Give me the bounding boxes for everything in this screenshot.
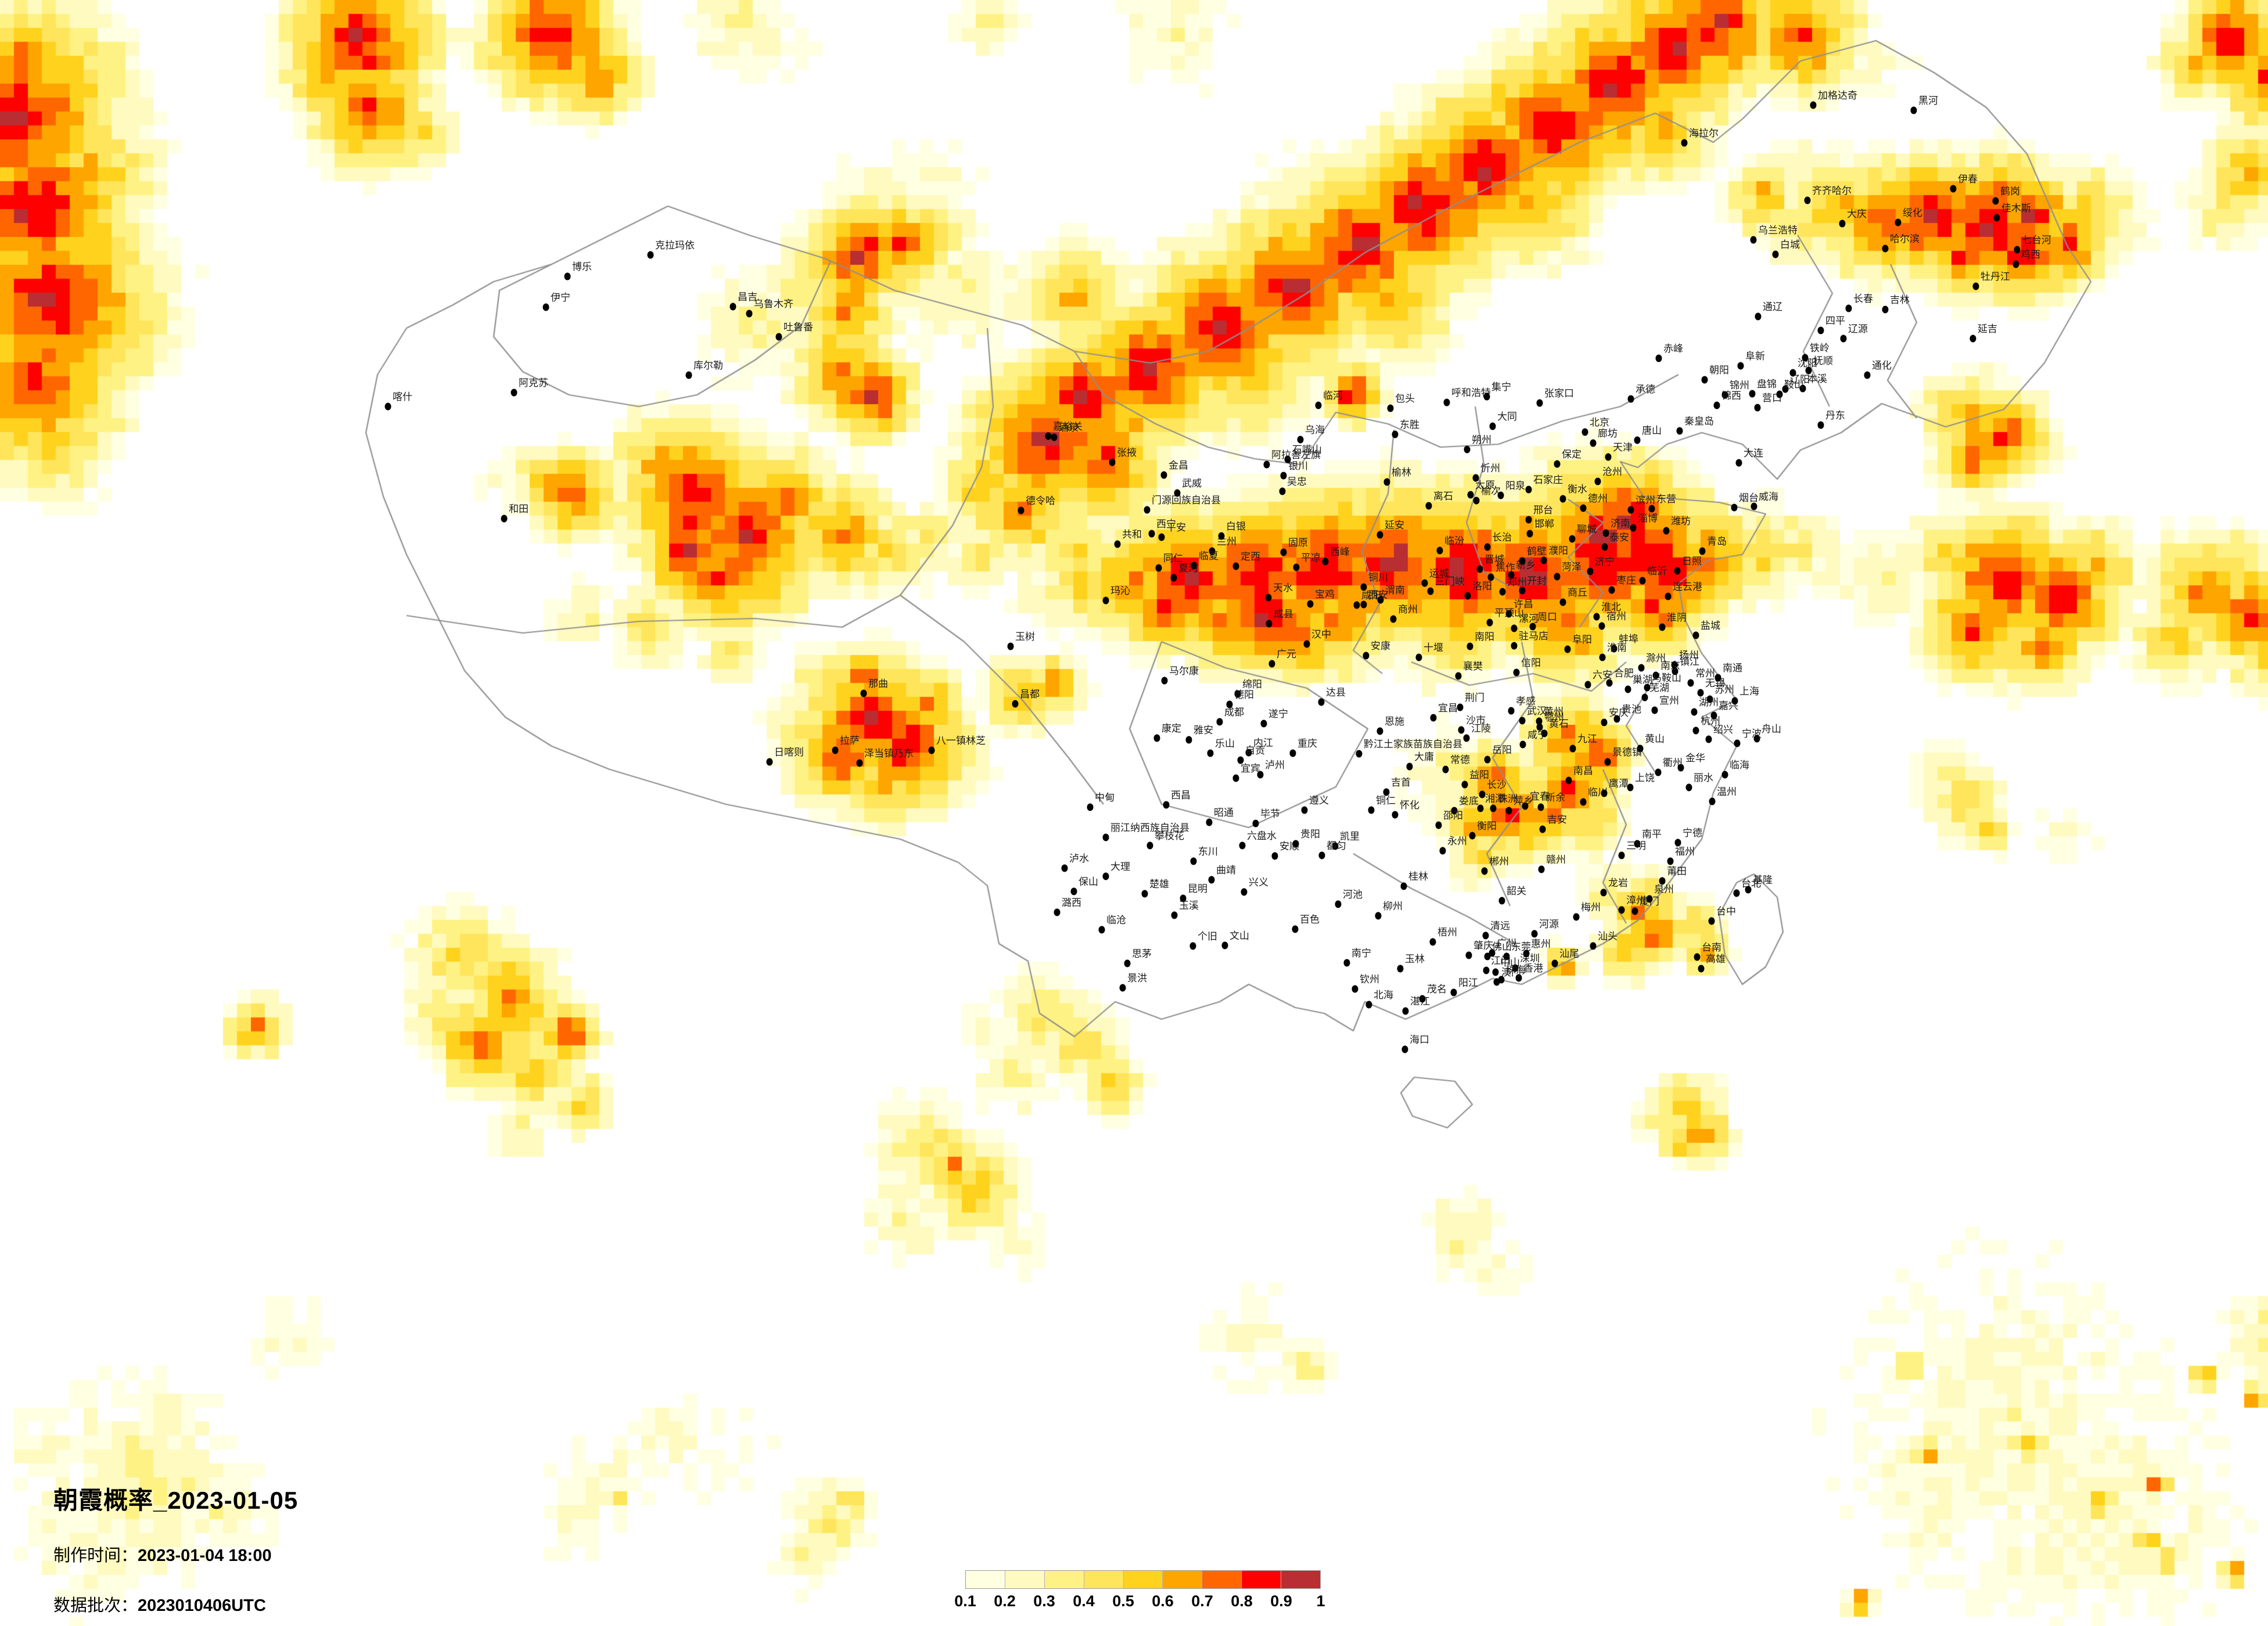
production-time-value: 2023-01-04 18:00 <box>138 1546 272 1565</box>
production-time-label: 制作时间： <box>53 1546 138 1565</box>
colorbar-swatch <box>1163 1571 1203 1588</box>
colorbar-swatch <box>1123 1571 1163 1588</box>
colorbar-tick-labels: 0.1 0.2 0.3 0.4 0.5 0.6 0.7 0.8 0.9 1 <box>954 1589 1325 1610</box>
colorbar-tick: 0.5 <box>1112 1592 1134 1610</box>
colorbar-tick: 1 <box>1316 1592 1325 1610</box>
colorbar-tick: 0.8 <box>1231 1592 1253 1610</box>
colorbar-swatch <box>1281 1571 1321 1588</box>
colorbar-tick: 0.9 <box>1270 1592 1292 1610</box>
colorbar-tick: 0.2 <box>994 1592 1016 1610</box>
colorbar-swatch <box>1202 1571 1242 1588</box>
colorbar-swatch <box>1084 1571 1124 1588</box>
probability-colorbar: 0.1 0.2 0.3 0.4 0.5 0.6 0.7 0.8 0.9 1 <box>954 1570 1325 1610</box>
title-block: 朝霞概率_2023-01-05 制作时间：2023-01-04 18:00 数据… <box>53 1481 298 1616</box>
colorbar-tick: 0.6 <box>1152 1592 1174 1610</box>
colorbar-tick: 0.4 <box>1073 1592 1095 1610</box>
production-time-line: 制作时间：2023-01-04 18:00 <box>53 1542 298 1566</box>
batch-label: 数据批次： <box>53 1596 138 1615</box>
page-title: 朝霞概率_2023-01-05 <box>53 1487 299 1514</box>
batch-line: 数据批次：2023010406UTC <box>53 1592 298 1616</box>
colorbar-tick: 0.3 <box>1033 1592 1055 1610</box>
colorbar-swatch <box>1044 1571 1084 1588</box>
batch-value: 2023010406UTC <box>138 1596 266 1615</box>
colorbar-swatches <box>965 1570 1321 1589</box>
colorbar-tick: 0.7 <box>1191 1592 1213 1610</box>
colorbar-swatch <box>1242 1571 1282 1588</box>
colorbar-swatch <box>1005 1571 1045 1588</box>
colorbar-swatch <box>966 1571 1005 1588</box>
colorbar-tick: 0.1 <box>954 1592 976 1610</box>
